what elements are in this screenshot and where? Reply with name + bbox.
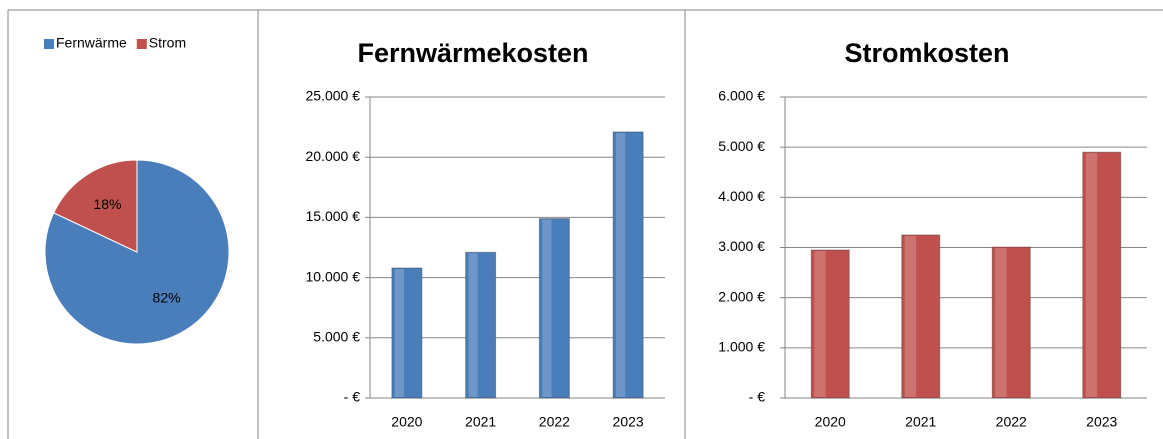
x-tick-label: 2020 (391, 414, 422, 430)
legend-swatch (44, 39, 54, 49)
bar (810, 249, 850, 399)
bar (901, 234, 941, 399)
x-tick-label: 2023 (1086, 414, 1117, 430)
bar-shine (394, 268, 404, 397)
y-tick-label: 25.000 € (306, 88, 361, 104)
bar (991, 246, 1031, 399)
y-tick-label: 4.000 € (718, 188, 765, 204)
y-tick-label: 5.000 € (313, 329, 360, 345)
bar (1082, 151, 1122, 399)
slice-label: 18% (93, 196, 121, 212)
bar-shine (468, 253, 478, 397)
bar-shine (616, 132, 626, 397)
y-tick-label: 20.000 € (306, 148, 361, 164)
bar (391, 267, 423, 399)
y-tick-label: - € (749, 389, 766, 405)
chart-title: Stromkosten (844, 38, 1009, 68)
pie-slice (44, 159, 230, 345)
y-tick-label: 6.000 € (718, 88, 765, 104)
bar-shine (814, 251, 826, 397)
bar-shine (904, 235, 917, 397)
y-tick-label: 5.000 € (718, 138, 765, 154)
bar (612, 131, 644, 399)
legend-swatch (136, 39, 147, 49)
bar (538, 218, 570, 399)
pie-slice (53, 159, 138, 253)
x-tick-label: 2022 (996, 414, 1027, 430)
bar-shine (542, 219, 552, 397)
bar-shine (1085, 153, 1098, 397)
x-tick-label: 2020 (815, 414, 846, 430)
legend-label: Fernwärme (56, 35, 127, 51)
y-tick-label: 3.000 € (718, 238, 765, 254)
x-tick-label: 2021 (465, 414, 496, 430)
y-tick-label: 10.000 € (306, 268, 361, 284)
y-tick-label: 15.000 € (306, 208, 361, 224)
y-tick-label: 1.000 € (718, 339, 765, 355)
bar-shine (995, 247, 1007, 397)
x-tick-label: 2021 (905, 414, 936, 430)
chart-title: Fernwärmekosten (357, 38, 588, 68)
y-tick-label: 2.000 € (718, 288, 765, 304)
x-tick-label: 2023 (613, 414, 644, 430)
y-tick-label: - € (344, 389, 361, 405)
bar (465, 251, 497, 399)
slice-label: 82% (153, 289, 181, 305)
legend-label: Strom (149, 35, 186, 51)
x-tick-label: 2022 (539, 414, 570, 430)
